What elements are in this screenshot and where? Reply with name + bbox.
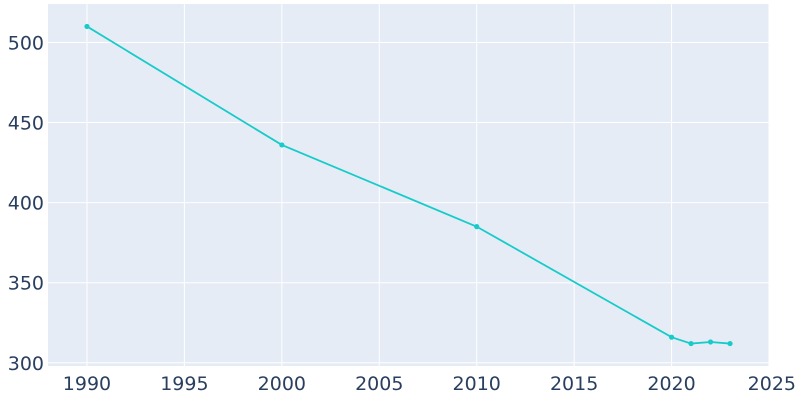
data-point	[84, 23, 90, 30]
data-point	[727, 340, 733, 347]
y-tick-label: 400	[8, 193, 44, 215]
x-tick-label: 2010	[453, 373, 501, 395]
y-tick-label: 350	[8, 273, 44, 295]
grid-lines	[48, 4, 770, 366]
y-axis-ticks: 300 350 400 450 500	[8, 32, 44, 374]
x-tick-label: 2015	[550, 373, 598, 395]
data-point	[707, 339, 714, 345]
y-tick-label: 450	[8, 113, 44, 135]
y-tick-label: 300	[8, 353, 44, 375]
x-tick-label: 2000	[258, 373, 306, 395]
x-tick-label: 2020	[647, 373, 695, 395]
data-point	[474, 224, 480, 230]
x-tick-label: 1990	[63, 373, 111, 395]
y-tick-label: 500	[8, 32, 44, 54]
data-point	[668, 334, 675, 340]
data-point	[688, 340, 694, 347]
x-tick-label: 2025	[748, 373, 796, 395]
data-series	[84, 23, 733, 347]
data-point	[279, 142, 285, 148]
x-axis-ticks: 1990 1995 2000 2005 2010 2015 2020 2025	[63, 373, 796, 395]
plot-area	[48, 4, 769, 366]
x-tick-label: 2005	[355, 373, 403, 395]
x-tick-label: 1995	[160, 373, 208, 395]
